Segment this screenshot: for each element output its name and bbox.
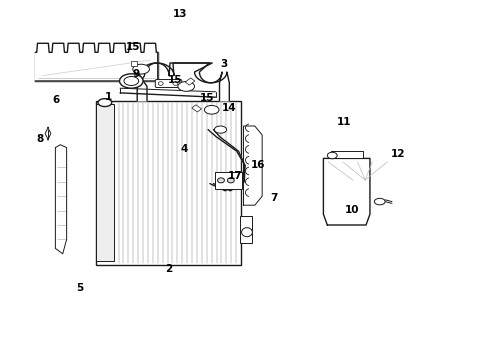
Ellipse shape xyxy=(158,82,163,85)
Text: 13: 13 xyxy=(173,9,188,19)
Ellipse shape xyxy=(242,228,252,237)
Text: 9: 9 xyxy=(133,69,140,79)
Text: 5: 5 xyxy=(76,283,83,293)
Polygon shape xyxy=(244,126,262,205)
Ellipse shape xyxy=(173,82,178,85)
Ellipse shape xyxy=(204,105,219,114)
Text: 12: 12 xyxy=(391,149,405,159)
Text: 15: 15 xyxy=(168,75,183,85)
Text: 15: 15 xyxy=(126,42,141,52)
Text: 8: 8 xyxy=(37,134,44,144)
Bar xyxy=(331,151,363,158)
Polygon shape xyxy=(55,145,67,254)
Text: 10: 10 xyxy=(344,204,359,215)
Text: 4: 4 xyxy=(180,144,188,154)
Text: 16: 16 xyxy=(251,160,266,170)
Bar xyxy=(38,36,155,81)
Bar xyxy=(96,104,114,261)
Ellipse shape xyxy=(374,198,385,205)
Ellipse shape xyxy=(227,178,234,183)
Ellipse shape xyxy=(178,81,195,91)
Polygon shape xyxy=(208,130,245,191)
FancyBboxPatch shape xyxy=(155,80,182,87)
Polygon shape xyxy=(35,43,158,81)
Bar xyxy=(215,172,242,189)
Text: 1: 1 xyxy=(105,92,112,102)
Ellipse shape xyxy=(98,99,112,107)
Text: 14: 14 xyxy=(222,103,237,113)
Bar xyxy=(240,216,252,243)
Bar xyxy=(131,60,137,66)
Text: 7: 7 xyxy=(270,193,278,203)
Text: 15: 15 xyxy=(199,93,214,103)
Ellipse shape xyxy=(120,74,143,88)
Ellipse shape xyxy=(133,64,149,74)
Ellipse shape xyxy=(215,126,226,133)
Ellipse shape xyxy=(124,77,139,86)
Text: 3: 3 xyxy=(220,59,227,69)
Text: 6: 6 xyxy=(53,95,60,105)
Text: 2: 2 xyxy=(166,264,172,274)
Polygon shape xyxy=(137,63,229,101)
Text: 17: 17 xyxy=(228,171,243,181)
Ellipse shape xyxy=(218,178,224,183)
Polygon shape xyxy=(323,158,370,225)
Bar xyxy=(192,105,201,112)
Bar xyxy=(96,101,241,265)
Ellipse shape xyxy=(327,152,337,159)
Bar xyxy=(185,78,195,85)
Text: 11: 11 xyxy=(337,117,351,127)
